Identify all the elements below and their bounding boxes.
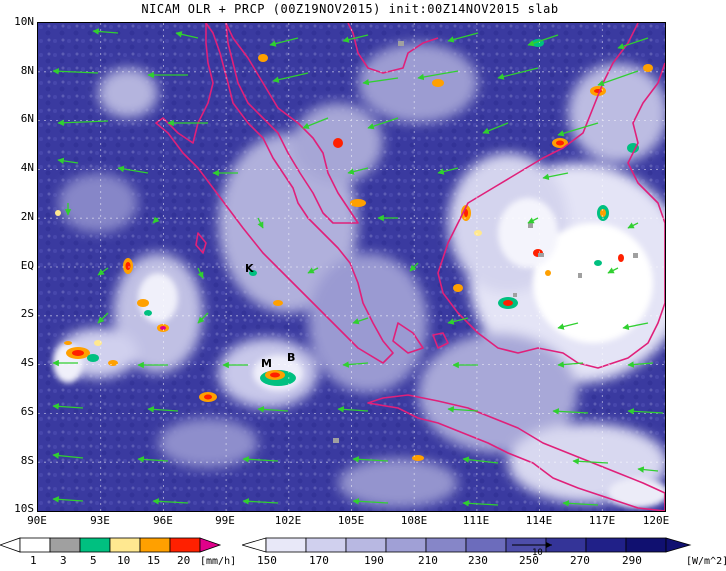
belitung-coastline xyxy=(432,332,449,349)
olr-unit: [W/m^2] xyxy=(686,556,726,567)
olr-tick-270: 270 xyxy=(570,554,590,567)
lat-label-10s: 10S xyxy=(14,502,34,515)
lat-label-6n: 6N xyxy=(20,112,34,125)
island-coastline xyxy=(195,232,207,254)
lat-label-8n: 8N xyxy=(20,64,34,77)
bangka-coastline xyxy=(392,322,424,354)
java-coastline xyxy=(367,394,665,511)
lon-label-105e: 105E xyxy=(337,514,365,527)
lat-label-4s: 4S xyxy=(20,356,34,369)
precip-tick-3: 3 xyxy=(60,554,67,567)
precip-tick-5: 5 xyxy=(90,554,97,567)
lon-label-120e: 120E xyxy=(642,514,670,527)
lon-label-99e: 99E xyxy=(215,514,235,527)
station-k-label: K xyxy=(245,262,254,275)
lat-label-4n: 4N xyxy=(20,161,34,174)
lon-label-102e: 102E xyxy=(274,514,302,527)
vietnam-coastline xyxy=(347,23,439,74)
precip-colorbar xyxy=(0,537,222,553)
olr-tick-250: 250 xyxy=(519,554,539,567)
precip-tick-10: 10 xyxy=(117,554,131,567)
lat-label-6s: 6S xyxy=(20,405,34,418)
olr-tick-150: 150 xyxy=(257,554,277,567)
wind-vectors xyxy=(52,28,664,507)
station-m-label: M xyxy=(261,357,272,370)
figure-title: NICAM OLR + PRCP (00Z19NOV2015) init:00Z… xyxy=(141,2,559,16)
olr-precip-map xyxy=(38,23,665,511)
olr-tick-290: 290 xyxy=(622,554,642,567)
lon-label-90e: 90E xyxy=(27,514,47,527)
lon-label-114e: 114E xyxy=(525,514,553,527)
lon-label-111e: 111E xyxy=(462,514,490,527)
olr-colorbar xyxy=(242,537,692,553)
olr-tick-170: 170 xyxy=(309,554,329,567)
lon-label-93e: 93E xyxy=(90,514,110,527)
grid-lines xyxy=(38,23,665,511)
reference-vector-label: 10 xyxy=(532,548,543,558)
olr-tick-190: 190 xyxy=(364,554,384,567)
precip-tick-20: 20 xyxy=(177,554,191,567)
map-panel xyxy=(37,22,666,512)
malay-peninsula-coastline xyxy=(225,23,359,224)
borneo-coastline xyxy=(437,23,665,369)
olr-tick-210: 210 xyxy=(418,554,438,567)
coastlines xyxy=(155,23,665,511)
lon-label-117e: 117E xyxy=(588,514,616,527)
precip-tick-1: 1 xyxy=(30,554,37,567)
lat-label-2s: 2S xyxy=(20,307,34,320)
cloud-regions xyxy=(58,43,665,508)
precip-cells xyxy=(55,39,653,461)
lon-label-96e: 96E xyxy=(153,514,173,527)
station-b-label: B xyxy=(287,351,296,364)
sumatra-coastline xyxy=(155,23,394,364)
lat-label-eq: EQ xyxy=(20,259,34,272)
precip-tick-15: 15 xyxy=(147,554,161,567)
precip-unit: [mm/h] xyxy=(200,556,237,567)
lat-label-8s: 8S xyxy=(20,454,34,467)
lat-label-10n: 10N xyxy=(14,15,34,28)
olr-tick-230: 230 xyxy=(468,554,488,567)
gray-precip-patches xyxy=(333,41,638,443)
lat-label-2n: 2N xyxy=(20,210,34,223)
lon-label-108e: 108E xyxy=(400,514,428,527)
